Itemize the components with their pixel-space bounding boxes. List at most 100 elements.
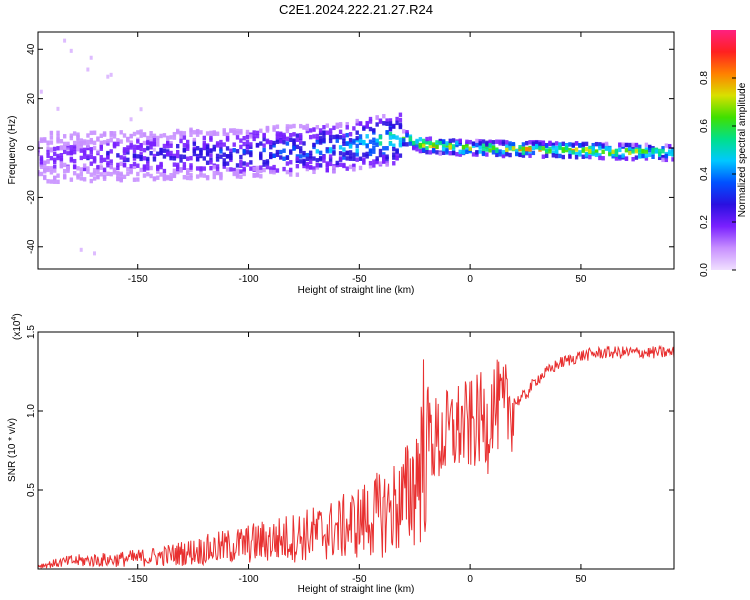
heatmap-cell	[578, 142, 582, 148]
heatmap-cell	[298, 146, 303, 151]
heatmap-cell	[185, 144, 190, 149]
heatmap-cell	[591, 142, 595, 148]
heatmap-cell	[481, 146, 486, 152]
heatmap-cell	[485, 152, 489, 157]
heatmap-cell	[574, 141, 579, 146]
heatmap-cell	[215, 153, 220, 159]
heatmap-cell	[568, 153, 572, 159]
heatmap-cell	[382, 121, 386, 126]
heatmap-cell	[66, 166, 70, 171]
heatmap-cell	[139, 146, 143, 152]
heatmap-cell	[119, 161, 123, 167]
heatmap-cell	[43, 160, 47, 165]
heatmap-cell	[382, 152, 386, 157]
heatmap-cell	[295, 133, 300, 138]
heatmap-cell	[182, 154, 187, 160]
heatmap-cell	[318, 140, 323, 145]
heatmap-cell	[132, 131, 137, 137]
heatmap-cell	[146, 135, 150, 141]
heatmap-cell	[298, 154, 303, 159]
heatmap-cell	[252, 130, 256, 135]
heatmap-cell	[176, 162, 180, 168]
heatmap-cell	[425, 146, 429, 151]
heatmap-cell	[63, 38, 67, 43]
heatmap-cell	[415, 147, 419, 152]
heatmap-cell	[205, 147, 210, 152]
heatmap-cell	[49, 135, 54, 140]
x-tick-label: 50	[575, 274, 587, 285]
heatmap-cell	[189, 173, 193, 178]
heatmap-cell	[259, 141, 263, 146]
heatmap-cell	[531, 141, 536, 146]
heatmap-cell	[149, 138, 153, 143]
heatmap-cell	[185, 139, 190, 145]
heatmap-cell	[491, 145, 496, 150]
heatmap-cell	[441, 146, 446, 152]
heatmap-cell	[62, 134, 67, 139]
heatmap-cell	[89, 172, 93, 177]
heatmap-cell	[152, 136, 157, 141]
heatmap-cell	[219, 149, 223, 154]
heatmap-cell	[255, 165, 260, 171]
x-tick-label: -50	[352, 274, 367, 285]
heatmap-cell	[485, 142, 489, 147]
heatmap-cell	[122, 150, 127, 156]
heatmap-cell	[352, 166, 356, 172]
heatmap-cell	[106, 160, 110, 166]
heatmap-cell	[624, 148, 629, 153]
heatmap-cell	[338, 129, 343, 135]
heatmap-cell	[139, 107, 143, 112]
y-tick-label: 0	[26, 145, 37, 151]
heatmap-cell	[119, 155, 123, 160]
heatmap-cell	[99, 133, 103, 138]
heatmap-cell	[219, 154, 223, 159]
heatmap-cell	[295, 137, 300, 142]
heatmap-cell	[372, 149, 376, 154]
heatmap-cell	[179, 158, 183, 163]
heatmap-cell	[195, 153, 200, 159]
heatmap-cell	[106, 171, 110, 177]
heatmap-cell	[225, 132, 230, 137]
heatmap-cell	[518, 144, 522, 150]
heatmap-cell	[162, 133, 167, 138]
heatmap-cell	[195, 132, 200, 137]
heatmap-cell	[544, 153, 549, 158]
heatmap-cell	[72, 171, 77, 176]
heatmap-cell	[225, 167, 230, 172]
heatmap-cell	[425, 140, 429, 145]
heatmap-cell	[62, 149, 67, 155]
heatmap-cell	[89, 154, 93, 160]
heatmap-cell	[495, 139, 499, 144]
heatmap-cell	[62, 175, 67, 180]
heatmap-cell	[99, 172, 103, 177]
snr-scale-close: )	[12, 313, 23, 316]
heatmap-cell	[388, 135, 393, 140]
heatmap-cell	[328, 157, 333, 162]
heatmap-cell	[96, 164, 100, 170]
heatmap-cell	[604, 144, 609, 150]
heatmap-cell	[518, 152, 522, 158]
y-tick-label: 0.5	[26, 483, 37, 497]
heatmap-cell	[152, 147, 156, 152]
heatmap-cell	[106, 155, 110, 160]
heatmap-cell	[142, 132, 147, 137]
heatmap-cell	[664, 153, 669, 159]
heatmap-cell	[156, 138, 160, 143]
heatmap-cell	[525, 150, 529, 156]
heatmap-cell	[152, 157, 157, 162]
heatmap-cell	[312, 127, 316, 132]
heatmap-cell	[275, 152, 280, 157]
heatmap-cell	[239, 154, 243, 160]
heatmap-cell	[551, 153, 556, 158]
heatmap-cell	[146, 166, 150, 171]
heatmap-cell	[232, 148, 236, 153]
heatmap-cell	[185, 168, 190, 173]
heatmap-cell	[132, 164, 137, 170]
heatmap-cell	[269, 166, 273, 171]
heatmap-cell	[219, 146, 223, 152]
spectrogram-x-label: Height of straight line (km)	[298, 285, 415, 296]
heatmap-cell	[338, 135, 343, 140]
heatmap-cell	[388, 118, 393, 123]
heatmap-cell	[185, 146, 190, 151]
heatmap-cell	[671, 157, 674, 162]
